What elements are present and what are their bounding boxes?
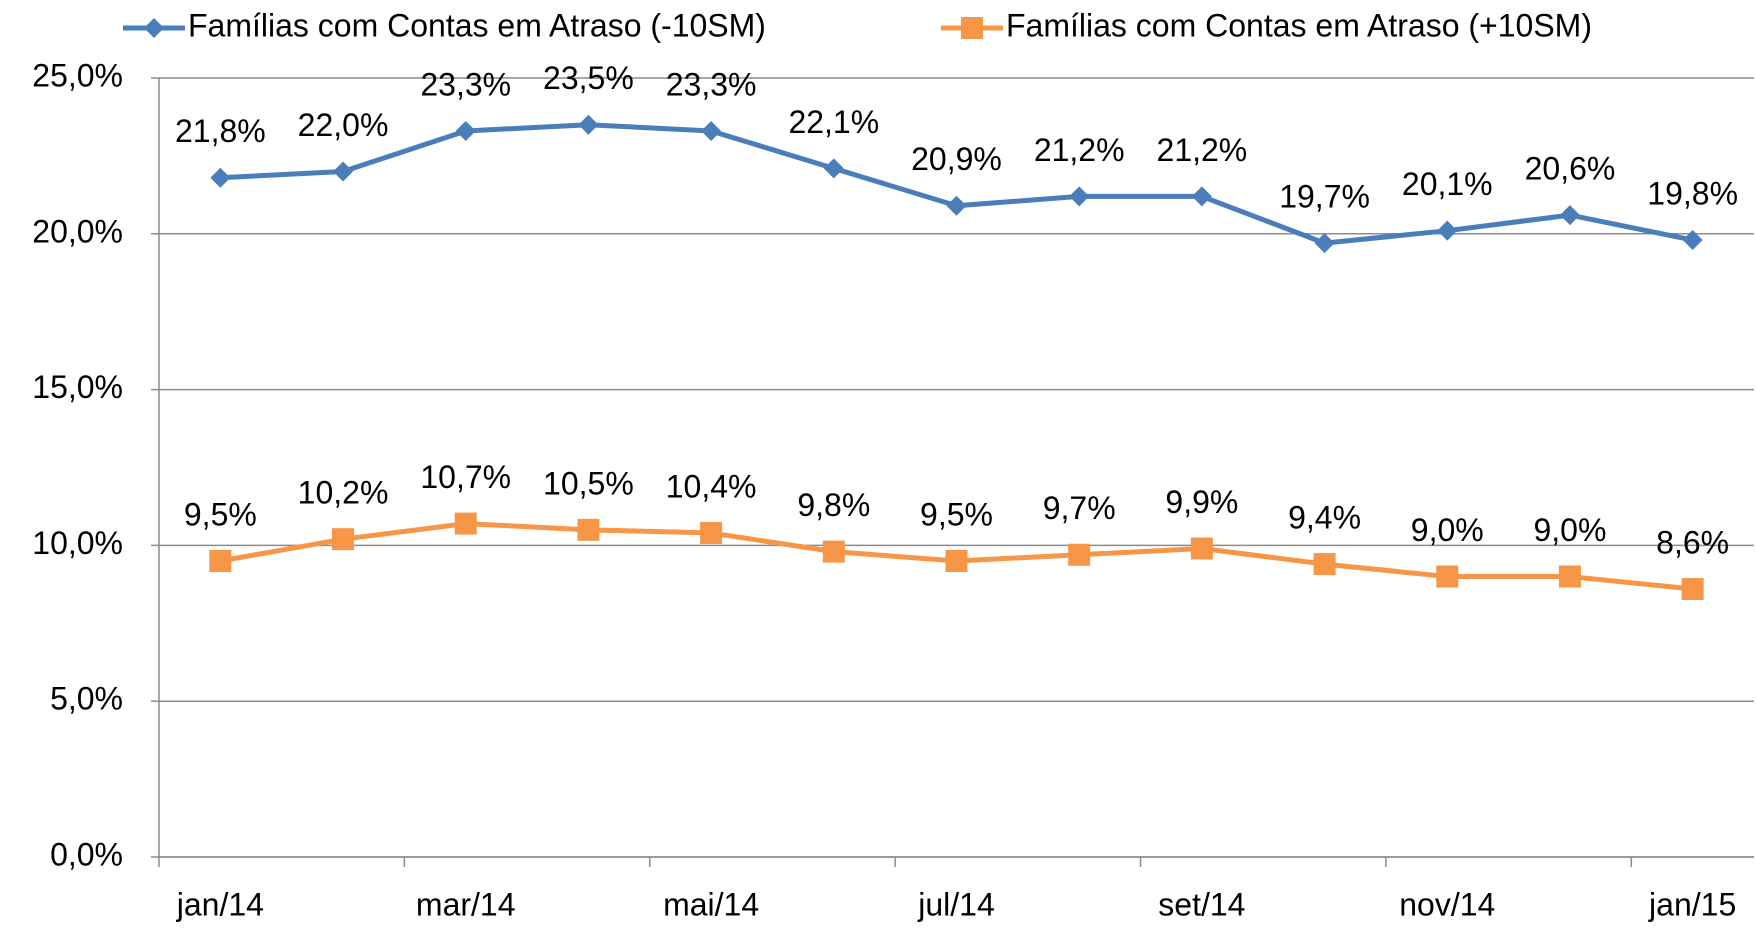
data-label: 10,4%	[666, 468, 757, 504]
marker	[144, 18, 164, 38]
marker	[1682, 230, 1703, 251]
marker	[946, 195, 967, 216]
marker	[700, 521, 723, 544]
data-label: 8,6%	[1656, 524, 1729, 560]
marker	[1681, 578, 1704, 601]
x-tick-label: jul/14	[917, 886, 995, 922]
data-label: 23,3%	[666, 66, 757, 102]
marker	[961, 17, 983, 39]
data-label: 10,2%	[298, 475, 389, 511]
data-label: 9,7%	[1043, 490, 1116, 526]
marker	[1068, 543, 1091, 566]
legend-label: Famílias com Contas em Atraso (-10SM)	[188, 7, 766, 43]
marker	[822, 540, 845, 563]
legend-label: Famílias com Contas em Atraso (+10SM)	[1006, 7, 1592, 43]
y-tick-label: 10,0%	[32, 525, 123, 561]
data-label: 19,7%	[1279, 179, 1370, 215]
marker	[1313, 553, 1336, 576]
data-label: 9,5%	[184, 496, 257, 532]
marker	[454, 512, 477, 535]
y-tick-label: 5,0%	[50, 681, 123, 717]
marker	[455, 120, 476, 141]
data-label: 21,8%	[175, 113, 266, 149]
data-label: 22,0%	[298, 107, 389, 143]
data-label: 21,2%	[1157, 132, 1248, 168]
x-tick-label: mai/14	[663, 886, 759, 922]
data-label: 20,1%	[1402, 166, 1493, 202]
marker	[332, 528, 355, 551]
data-label: 9,4%	[1288, 500, 1361, 536]
x-tick-label: jan/15	[1648, 886, 1736, 922]
data-label: 23,5%	[543, 60, 634, 96]
data-label: 21,2%	[1034, 132, 1125, 168]
data-label: 20,6%	[1525, 151, 1616, 187]
marker	[578, 114, 599, 135]
data-label: 22,1%	[788, 104, 879, 140]
marker	[823, 158, 844, 179]
data-label: 9,8%	[797, 487, 870, 523]
marker	[1069, 186, 1090, 207]
marker	[1559, 205, 1580, 226]
y-tick-label: 25,0%	[32, 57, 123, 93]
marker	[701, 120, 722, 141]
data-label: 10,7%	[420, 459, 511, 495]
x-tick-label: mar/14	[416, 886, 516, 922]
data-label: 10,5%	[543, 465, 634, 501]
data-label: 9,5%	[920, 496, 993, 532]
marker	[1190, 537, 1213, 560]
x-tick-label: jan/14	[176, 886, 264, 922]
data-label: 20,9%	[911, 141, 1002, 177]
marker	[577, 518, 600, 541]
data-label: 23,3%	[420, 66, 511, 102]
marker	[1191, 186, 1212, 207]
y-tick-label: 20,0%	[32, 213, 123, 249]
marker	[1314, 233, 1335, 254]
marker	[333, 161, 354, 182]
data-label: 19,8%	[1647, 175, 1738, 211]
data-label: 9,0%	[1411, 512, 1484, 548]
x-tick-label: nov/14	[1399, 886, 1495, 922]
data-label: 9,9%	[1165, 484, 1238, 520]
marker	[1558, 565, 1581, 588]
marker	[1436, 565, 1459, 588]
marker	[1437, 220, 1458, 241]
marker	[945, 549, 968, 572]
marker	[209, 549, 232, 572]
data-label: 9,0%	[1533, 512, 1606, 548]
y-tick-label: 15,0%	[32, 369, 123, 405]
marker	[210, 167, 231, 188]
x-tick-label: set/14	[1158, 886, 1245, 922]
y-tick-label: 0,0%	[50, 836, 123, 872]
